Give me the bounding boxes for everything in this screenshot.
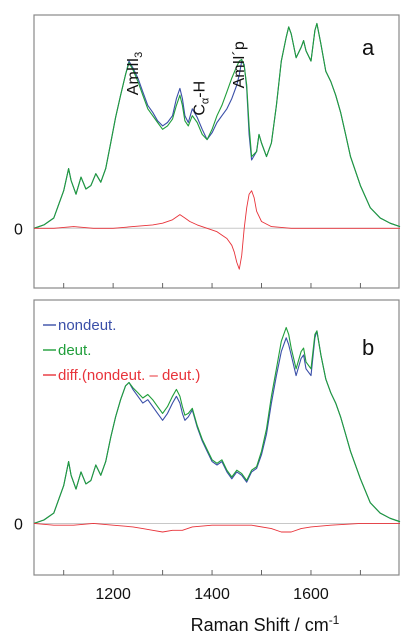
- legend-label-nondeut: nondeut.: [58, 317, 116, 334]
- series-line-diff-b: [33, 522, 400, 533]
- x-tick-label: 1600: [293, 586, 329, 603]
- plot-frame-a: [33, 14, 400, 289]
- zero-label-b: 0: [14, 516, 23, 533]
- legend-label-deut: deut.: [58, 342, 91, 359]
- panel-b: 0 b nondeut. deut. diff.(nondeut. – deut.): [14, 299, 401, 576]
- series-line-deut-b: [33, 326, 401, 524]
- x-axis: 1200 1400 1600: [95, 586, 329, 603]
- series-line-nondeut-b: [33, 330, 401, 524]
- annotation-0: AmIII3: [125, 52, 145, 95]
- legend-label-diff: diff.(nondeut. – deut.): [58, 367, 200, 384]
- annotation-1: Cα-H: [192, 81, 212, 116]
- series-line-diff-a: [34, 190, 400, 270]
- plot-frame-b: [33, 299, 400, 576]
- x-tick-label: 1200: [95, 586, 131, 603]
- panel-letter-b: b: [362, 335, 374, 360]
- panel-letter-a: a: [362, 35, 375, 60]
- series-line-deut-a: [33, 22, 401, 229]
- panel-a: 0 a AmIII3 Cα-H AmII´p: [14, 14, 401, 289]
- series-line-nondeut-a: [33, 22, 401, 229]
- annotation-2: AmII´p: [231, 41, 248, 88]
- zero-label-a: 0: [14, 221, 23, 238]
- x-axis-label: Raman Shift / cm-1: [191, 613, 340, 635]
- x-tick-label: 1400: [194, 586, 230, 603]
